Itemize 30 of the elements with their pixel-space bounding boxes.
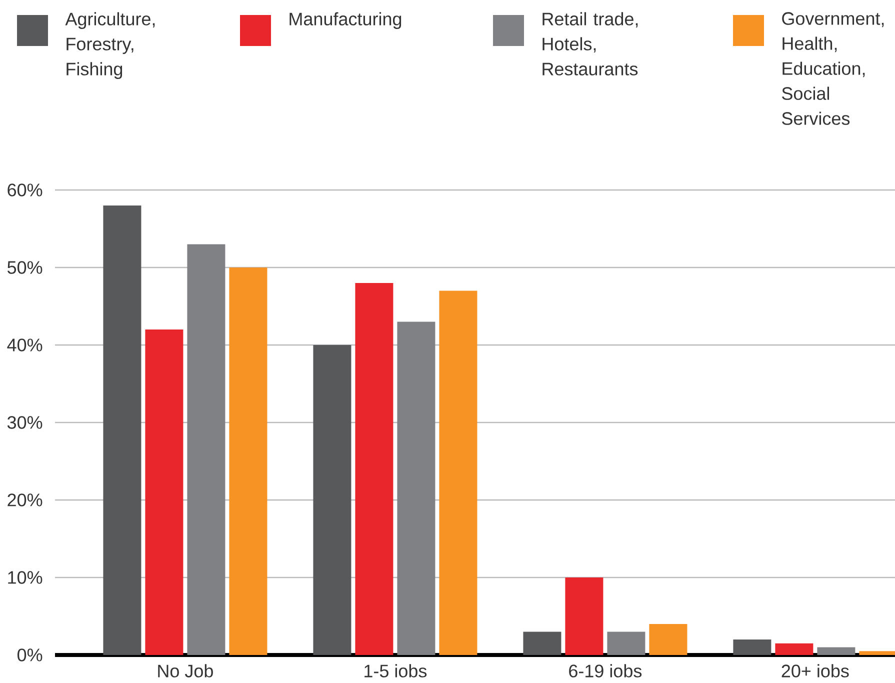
bar xyxy=(229,267,268,655)
bar xyxy=(649,624,688,655)
y-tick-label: 20% xyxy=(8,494,42,506)
x-tick-label: 20+ iobs xyxy=(782,664,849,678)
legend-label: Retail trade, Hotels, Restaurants xyxy=(542,12,638,76)
bar xyxy=(355,282,394,655)
y-tick-label: 60% xyxy=(8,184,42,196)
y-tick-label: 40% xyxy=(7,338,42,352)
bar xyxy=(103,205,142,655)
bar xyxy=(607,632,646,655)
y-tick-label: 10% xyxy=(8,571,42,584)
bar xyxy=(313,344,352,655)
x-tick-label: 1-5 iobs xyxy=(364,664,427,678)
bar xyxy=(817,647,856,655)
bar xyxy=(439,290,478,655)
bar xyxy=(523,632,562,655)
bar xyxy=(187,244,226,655)
bar xyxy=(733,639,772,655)
y-tick-label: 50% xyxy=(8,261,42,274)
bar xyxy=(565,577,604,655)
legend-label: Government, Health, Education, Social Services xyxy=(782,12,884,125)
y-tick-label: 0% xyxy=(18,648,42,662)
x-tick-label: 6-19 iobs xyxy=(569,664,642,678)
bar xyxy=(775,643,814,655)
x-tick-label: No Job xyxy=(158,664,213,678)
legend-label: Agriculture, Forestry, Fishing xyxy=(65,12,155,79)
bar xyxy=(397,322,436,655)
legend-label: Manufacturing xyxy=(290,12,402,29)
y-tick-label: 30% xyxy=(7,416,42,429)
bar xyxy=(145,329,184,655)
